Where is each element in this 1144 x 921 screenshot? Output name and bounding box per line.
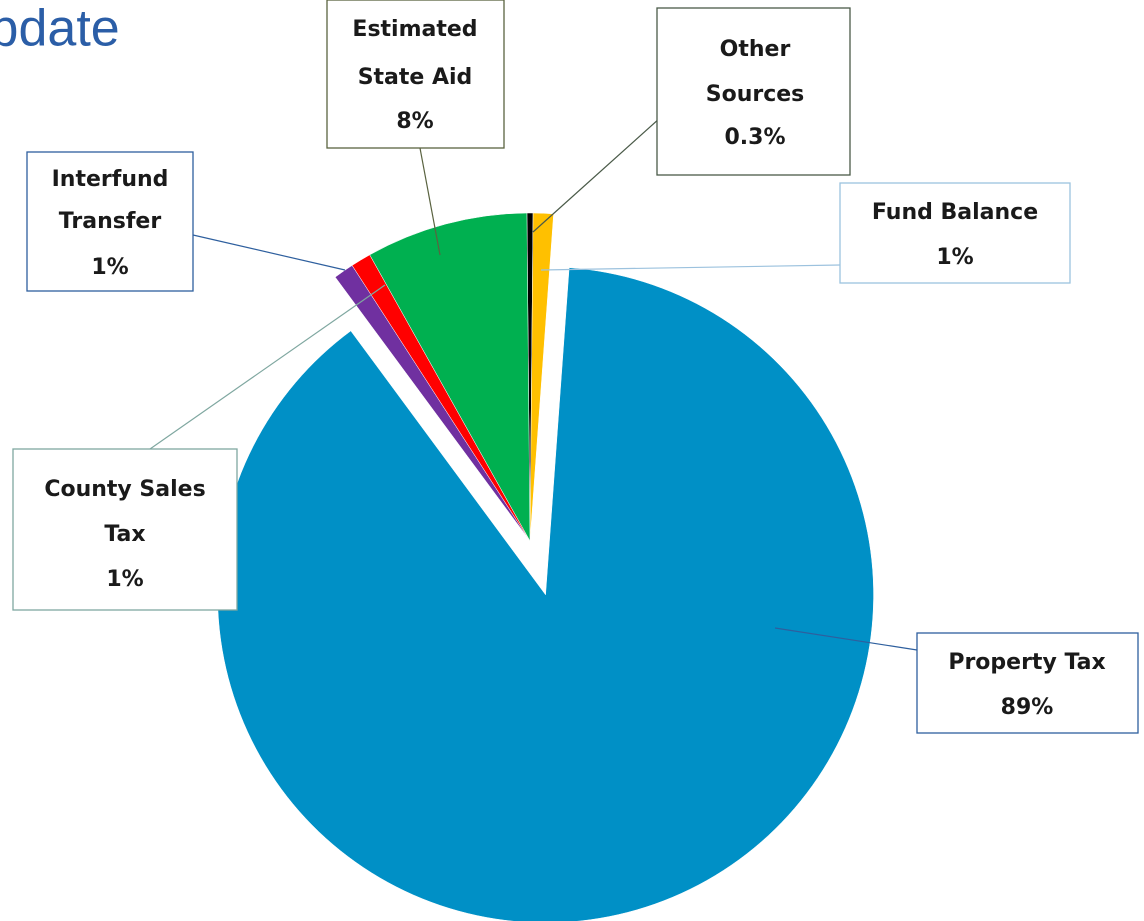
label-line: Interfund	[52, 167, 169, 192]
label-line: Other	[720, 37, 791, 62]
callout-line	[419, 147, 441, 256]
label-line: Property Tax	[948, 650, 1105, 675]
callout-line	[149, 284, 386, 450]
label-box	[326, 0, 505, 149]
value-label: 1%	[106, 567, 143, 592]
label-box	[839, 182, 1071, 284]
pie-slice	[529, 212, 554, 542]
label-line: Estimated	[352, 17, 477, 42]
callout-line	[192, 234, 346, 271]
value-label: 1%	[936, 245, 973, 270]
label-box	[656, 7, 851, 176]
label-line: Sources	[706, 82, 805, 107]
page-title: Update	[0, 0, 120, 58]
label-line: Fund Balance	[872, 200, 1038, 225]
label-box	[12, 448, 238, 611]
category-label: County Sales Tax	[44, 477, 205, 547]
callout-line	[532, 117, 661, 233]
value-label: 1%	[91, 255, 128, 280]
value-label: 8%	[396, 109, 433, 134]
label-box	[916, 632, 1139, 734]
callout-line	[540, 264, 841, 271]
pie-slice	[369, 212, 531, 542]
category-label: Estimated State Aid	[352, 17, 477, 90]
pie-slice	[217, 267, 874, 921]
category-label: Property Tax	[948, 650, 1105, 675]
category-label: Other Sources	[706, 37, 805, 107]
label-line: Transfer	[59, 209, 162, 234]
label-line: County Sales	[44, 477, 205, 502]
value-label: 89%	[1001, 695, 1054, 720]
category-label: Interfund Transfer	[52, 167, 169, 234]
category-label: Fund Balance	[872, 200, 1038, 225]
callout-line	[774, 627, 918, 651]
label-box	[26, 151, 194, 292]
value-label: 0.3%	[724, 125, 785, 150]
label-line: Tax	[104, 522, 145, 547]
label-line: State Aid	[358, 65, 473, 90]
